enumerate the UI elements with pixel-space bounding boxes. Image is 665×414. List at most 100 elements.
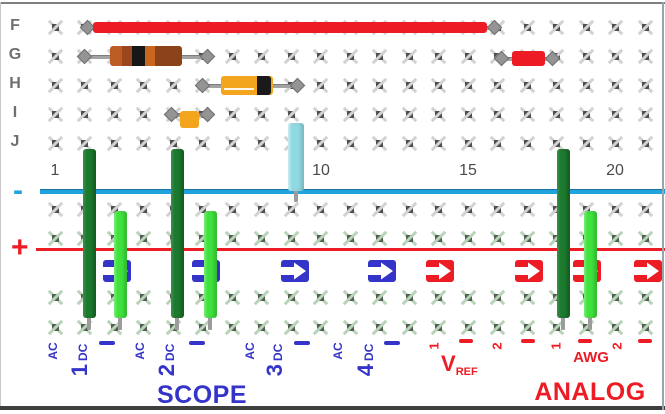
row-label-j: J	[10, 133, 20, 150]
breadboard-hole	[76, 135, 93, 152]
row-label-h: H	[9, 75, 21, 92]
scope-ch3-ac-label: AC	[243, 342, 257, 360]
breadboard-hole	[489, 77, 506, 94]
breadboard-hole	[607, 77, 624, 94]
breadboard-hole	[342, 48, 359, 65]
awg-gnd-dash	[638, 339, 652, 343]
breadboard-hole	[401, 106, 418, 123]
scope-ch2-gnd-dash	[189, 341, 205, 345]
breadboard-hole	[519, 135, 536, 152]
diode[interactable]	[221, 76, 273, 95]
wire-pin-tip	[175, 314, 179, 330]
breadboard-hole	[637, 48, 654, 65]
rail-hole	[578, 201, 595, 218]
border-left	[0, 2, 1, 406]
scope1-dc-wire[interactable]	[82, 149, 96, 318]
scope-channel-number: 2	[154, 364, 179, 377]
rail-hole	[519, 319, 536, 336]
border-right	[662, 2, 664, 410]
breadboard-hole	[578, 135, 595, 152]
breadboard-hole	[135, 106, 152, 123]
scope2-gnd-wire[interactable]	[203, 211, 217, 318]
rail-hole	[283, 319, 300, 336]
vref-label: VREF	[441, 351, 478, 378]
long-red-jumper-wire[interactable]	[93, 22, 487, 33]
rail-hole	[135, 289, 152, 306]
breadboard-hole	[401, 48, 418, 65]
vref-gnd-dash	[521, 339, 535, 343]
breadboard-hole	[106, 106, 123, 123]
scope-dc-text: DC	[362, 343, 376, 362]
scope-dc-text: DC	[76, 343, 90, 362]
breadboard-hole	[371, 48, 388, 65]
breadboard-hole	[76, 106, 93, 123]
rail-hole	[460, 289, 477, 306]
rail-hole	[519, 230, 536, 247]
breadboard-hole	[47, 19, 64, 36]
vref-pin-1-label: 1	[426, 342, 442, 350]
rail-hole	[371, 289, 388, 306]
breadboard-hole	[47, 106, 64, 123]
breadboard-hole	[165, 135, 182, 152]
rail-hole	[342, 201, 359, 218]
scope1-gnd-wire[interactable]	[113, 211, 127, 318]
breadboard-hole	[106, 77, 123, 94]
scope-channel-number: 3	[262, 364, 287, 377]
resistor-band	[122, 46, 132, 66]
breadboard-hole	[371, 135, 388, 152]
rail-hole	[283, 201, 300, 218]
rail-hole	[637, 230, 654, 247]
small-orange-jumper[interactable]	[180, 111, 199, 128]
rail-hole	[637, 201, 654, 218]
scope-channel-number: 1	[67, 364, 92, 377]
rail-hole	[371, 230, 388, 247]
resistor[interactable]	[110, 46, 182, 66]
breadboard-hole	[430, 106, 447, 123]
rail-hole	[460, 230, 477, 247]
analog-loopback-arrow-icon	[426, 260, 454, 282]
breadboard-hole	[342, 135, 359, 152]
diode-cathode-band	[257, 76, 271, 95]
breadboard-hole	[548, 135, 565, 152]
breadboard-hole	[519, 106, 536, 123]
rail-hole	[430, 289, 447, 306]
awg-label: AWG	[573, 349, 609, 366]
rail-hole	[283, 230, 300, 247]
positive-rail-symbol: +	[11, 231, 29, 264]
breadboard-hole	[312, 48, 329, 65]
breadboard-hole	[106, 135, 123, 152]
wire-pin-tip	[561, 314, 565, 330]
awg-gnd-dash	[578, 339, 592, 343]
scope-title: SCOPE	[156, 381, 248, 409]
breadboard-hole	[489, 135, 506, 152]
rail-hole	[607, 319, 624, 336]
scope2-dc-wire[interactable]	[170, 149, 184, 318]
column-number-10: 10	[312, 162, 330, 179]
breadboard-hole	[637, 106, 654, 123]
short-red-jumper[interactable]	[512, 51, 545, 66]
rail-hole	[430, 319, 447, 336]
cyan-capacitor[interactable]	[288, 123, 304, 191]
rail-hole	[371, 201, 388, 218]
vref-label-sub: REF	[455, 366, 478, 379]
breadboard-hole	[519, 77, 536, 94]
breadboard-hole	[47, 48, 64, 65]
scope-ch1-gnd-dash	[99, 341, 115, 345]
row-label-i: I	[12, 104, 18, 121]
breadboard-hole	[312, 135, 329, 152]
scope-ch1-dc-label: 1 DC	[67, 344, 93, 377]
awg1-wire[interactable]	[556, 149, 570, 318]
rail-hole	[135, 230, 152, 247]
scope-ch2-dc-label: 2 DC	[154, 344, 180, 377]
breadboard-hole	[430, 48, 447, 65]
vref-label-main: V	[441, 351, 456, 376]
breadboard-hole	[371, 77, 388, 94]
breadboard-hole	[460, 106, 477, 123]
rail-hole	[253, 230, 270, 247]
rail-hole	[489, 201, 506, 218]
rail-hole	[194, 230, 211, 247]
rail-hole	[489, 319, 506, 336]
breadboard-hole	[430, 135, 447, 152]
row-label-g: G	[8, 46, 22, 63]
awg1-gnd-wire[interactable]	[583, 211, 597, 318]
